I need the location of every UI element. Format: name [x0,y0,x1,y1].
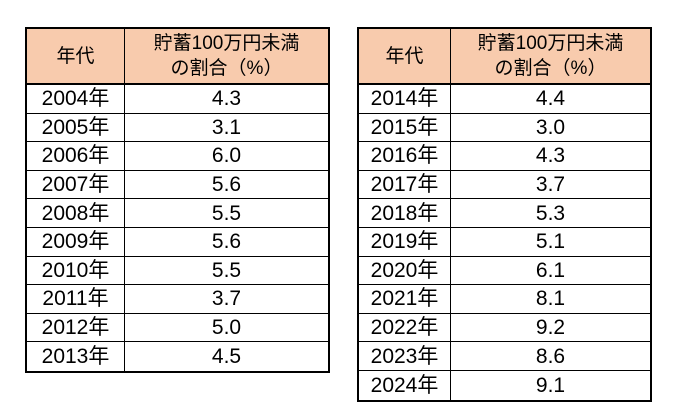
year-cell: 2013年 [27,342,125,371]
table-row: 2022年 9.2 [359,313,650,343]
value-cell: 3.7 [211,287,242,311]
year-cell: 2012年 [27,313,125,342]
table-row: 2005年 3.1 [27,113,328,143]
year-cell: 2005年 [27,113,125,142]
table-header-row: 年代 貯蓄100万円未満 の割合（%） [359,29,650,85]
table-row: 2020年 6.1 [359,256,650,286]
table-row: 2018年 5.3 [359,199,650,228]
value-cell: 4.4 [535,87,566,111]
value-cell: 8.6 [535,344,566,368]
value-cell: 5.6 [211,230,242,254]
table-row: 2017年 3.7 [359,170,650,200]
year-cell: 2023年 [359,342,451,370]
column-header-year: 年代 [27,29,125,83]
column-header-ratio-line2: の割合（%） [170,58,283,79]
value-cell: 9.1 [535,373,566,397]
year-cell: 2024年 [359,370,451,400]
value-cell: 5.1 [535,230,566,254]
year-cell: 2014年 [359,85,451,113]
value-cell: 5.5 [211,201,242,225]
year-cell: 2006年 [27,142,125,170]
value-cell: 6.1 [535,258,566,282]
value-cell: 8.1 [535,287,566,311]
column-header-ratio-line2: の割合（%） [494,58,607,79]
table-row: 2012年 5.0 [27,313,328,343]
year-cell: 2004年 [27,85,125,113]
table-row: 2009年 5.6 [27,227,328,257]
value-cell: 5.5 [211,258,242,282]
value-cell: 3.7 [535,173,566,197]
table-row: 2021年 8.1 [359,285,650,314]
table-row: 2010年 5.5 [27,256,328,286]
year-cell: 2019年 [359,227,451,256]
table-row: 2007年 5.6 [27,170,328,200]
year-cell: 2011年 [27,285,125,313]
year-cell: 2018年 [359,199,451,227]
year-cell: 2020年 [359,256,451,285]
column-header-ratio: 貯蓄100万円未満 の割合（%） [125,29,328,83]
table-row: 2019年 5.1 [359,227,650,257]
value-cell: 5.6 [211,173,242,197]
table-row: 2011年 3.7 [27,285,328,314]
year-cell: 2010年 [27,256,125,285]
year-cell: 2017年 [359,170,451,199]
value-cell: 6.0 [211,144,242,168]
year-cell: 2015年 [359,113,451,142]
value-cell: 4.3 [211,87,242,111]
value-cell: 5.0 [211,316,242,340]
year-cell: 2022年 [359,313,451,342]
year-cell: 2009年 [27,227,125,256]
table-row: 2004年 4.3 [27,85,328,114]
table-row: 2024年 9.1 [359,370,650,400]
column-header-year: 年代 [359,29,451,83]
table-row: 2013年 4.5 [27,342,328,371]
value-cell: 3.0 [535,115,566,139]
column-header-ratio: 貯蓄100万円未満 の割合（%） [451,29,650,83]
table-row: 2016年 4.3 [359,142,650,171]
table-row: 2014年 4.4 [359,85,650,114]
year-cell: 2016年 [359,142,451,170]
value-cell: 3.1 [211,115,242,139]
table-row: 2006年 6.0 [27,142,328,171]
table-row: 2015年 3.0 [359,113,650,143]
value-cell: 4.5 [211,345,242,369]
value-cell: 4.3 [535,144,566,168]
table-row: 2023年 8.6 [359,342,650,371]
year-cell: 2021年 [359,285,451,313]
year-cell: 2007年 [27,170,125,199]
column-header-ratio-line1: 貯蓄100万円未満 [477,33,624,54]
savings-table-2004-2013: 年代 貯蓄100万円未満 の割合（%） 2004年 4.3 2005年 3.1 … [25,27,330,373]
savings-table-2014-2024: 年代 貯蓄100万円未満 の割合（%） 2014年 4.4 2015年 3.0 … [357,27,652,402]
value-cell: 5.3 [535,201,566,225]
table-header-row: 年代 貯蓄100万円未満 の割合（%） [27,29,328,85]
value-cell: 9.2 [535,316,566,340]
year-cell: 2008年 [27,199,125,227]
table-row: 2008年 5.5 [27,199,328,228]
column-header-ratio-line1: 貯蓄100万円未満 [153,33,300,54]
